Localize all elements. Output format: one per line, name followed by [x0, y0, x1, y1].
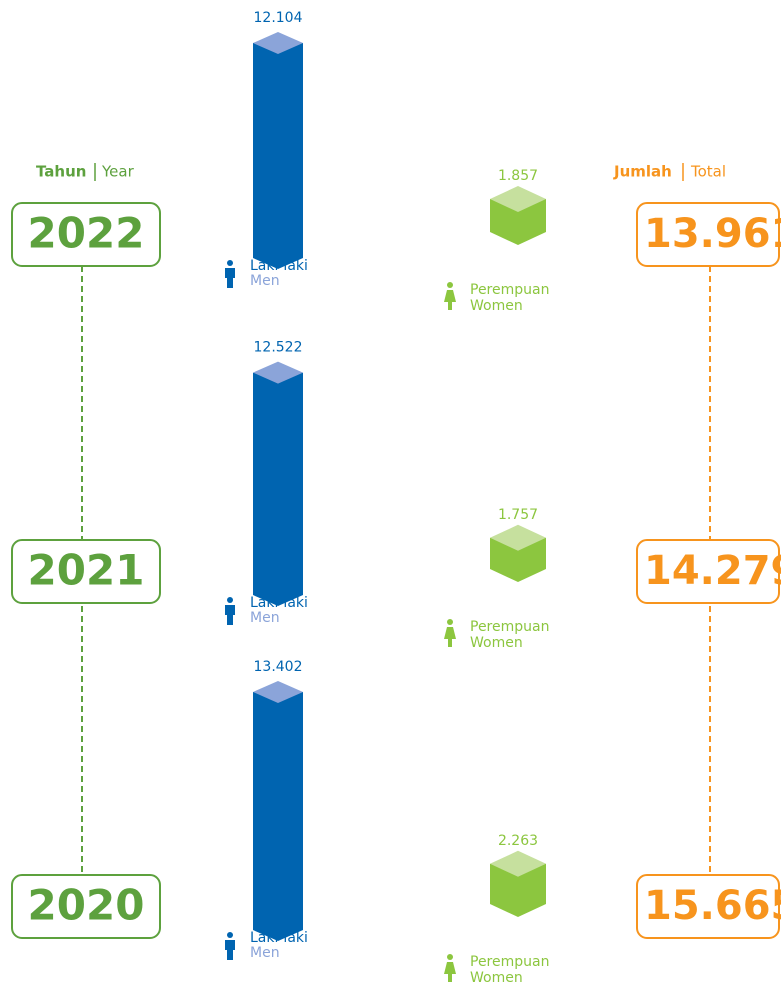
year-label: 2021 — [28, 546, 145, 595]
legend-label: Laki-laki — [250, 258, 308, 274]
legend-label-en: Women — [470, 635, 523, 651]
person-icon — [444, 962, 456, 982]
year-header-en: Year — [101, 163, 135, 181]
legend-label: Laki-laki — [250, 595, 308, 611]
year-header: Tahun — [36, 163, 86, 181]
year-label: 2022 — [28, 209, 145, 258]
bar-body — [490, 863, 546, 917]
person-icon — [227, 597, 233, 603]
person-icon — [227, 260, 233, 266]
person-icon — [447, 619, 453, 625]
legend-label: Perempuan — [470, 282, 549, 298]
bar-top — [253, 361, 303, 384]
total-box — [636, 874, 780, 939]
bar-top — [253, 680, 303, 703]
person-icon — [444, 290, 456, 310]
year-box — [11, 874, 161, 939]
year-box — [11, 539, 161, 604]
total-label: 14.279 — [644, 548, 781, 594]
person-icon — [225, 940, 235, 960]
total-box — [636, 539, 780, 604]
total-label: 15.665 — [644, 883, 781, 929]
person-icon — [447, 282, 453, 288]
total-label: 13.961 — [644, 211, 781, 257]
person-icon — [227, 932, 233, 938]
value-label: 13.402 — [254, 659, 303, 675]
legend-label-en: Men — [250, 945, 280, 961]
value-label: 2.263 — [498, 833, 538, 849]
bar-body — [490, 537, 546, 582]
value-label: 12.522 — [254, 340, 303, 356]
value-label: 1.857 — [498, 168, 538, 184]
bar-top — [490, 186, 546, 213]
total-header: Jumlah — [613, 163, 672, 181]
bar-body — [253, 691, 303, 941]
legend-label-en: Women — [470, 298, 523, 314]
person-icon — [225, 268, 235, 288]
legend-label: Perempuan — [470, 954, 549, 970]
legend-label: Laki-laki — [250, 930, 308, 946]
legend-label-en: Men — [250, 610, 280, 626]
year-label: 2020 — [28, 881, 145, 930]
person-icon — [225, 605, 235, 625]
bar-top — [490, 524, 546, 551]
legend-label-en: Men — [250, 273, 280, 289]
bar-body — [253, 372, 303, 606]
total-header-en: Total — [690, 163, 726, 181]
value-label: 12.104 — [254, 10, 303, 26]
person-icon — [444, 627, 456, 647]
legend-label: Perempuan — [470, 619, 549, 635]
legend-label-en: Women — [470, 970, 523, 986]
total-box — [636, 202, 780, 267]
bar-top — [490, 850, 546, 877]
value-label: 1.757 — [498, 507, 538, 523]
bar-body — [253, 43, 303, 269]
year-box — [11, 202, 161, 267]
person-icon — [447, 954, 453, 960]
bar-body — [490, 199, 546, 245]
bar-top — [253, 32, 303, 55]
